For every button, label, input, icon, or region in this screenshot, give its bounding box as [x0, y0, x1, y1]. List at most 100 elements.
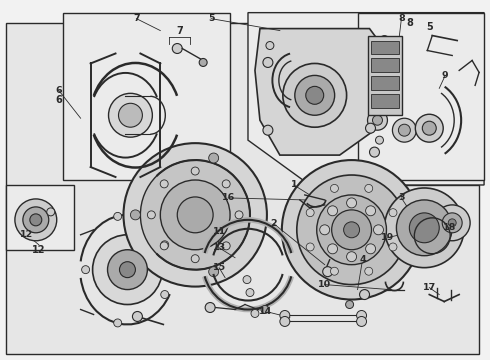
Circle shape [263, 58, 273, 67]
Circle shape [141, 160, 250, 270]
Circle shape [328, 206, 338, 216]
Circle shape [368, 110, 388, 130]
Circle shape [199, 58, 207, 67]
Circle shape [280, 316, 290, 327]
Text: 17: 17 [423, 283, 436, 292]
Bar [6, 185, 73, 250]
Text: 18: 18 [442, 223, 456, 232]
Circle shape [222, 242, 230, 250]
Text: 6: 6 [55, 95, 62, 105]
Polygon shape [248, 13, 484, 185]
Circle shape [205, 302, 215, 312]
Circle shape [161, 241, 169, 249]
Circle shape [442, 213, 462, 233]
Text: 13: 13 [213, 243, 226, 252]
Circle shape [297, 175, 406, 285]
Circle shape [416, 114, 443, 142]
Circle shape [120, 262, 135, 278]
Circle shape [47, 208, 55, 216]
Circle shape [306, 243, 314, 251]
Circle shape [282, 160, 421, 300]
Bar [358, 13, 484, 180]
Circle shape [306, 209, 314, 217]
Circle shape [357, 316, 367, 327]
Circle shape [346, 252, 357, 262]
Circle shape [343, 222, 360, 238]
Circle shape [263, 125, 273, 135]
Circle shape [266, 41, 274, 50]
Circle shape [209, 267, 219, 277]
Circle shape [360, 289, 369, 300]
Circle shape [379, 36, 390, 45]
Circle shape [346, 198, 357, 208]
Circle shape [330, 267, 339, 275]
Circle shape [160, 180, 230, 250]
Text: 19: 19 [381, 233, 394, 242]
Text: 11: 11 [213, 227, 226, 236]
Text: 8: 8 [398, 14, 405, 23]
Circle shape [323, 267, 333, 276]
Circle shape [107, 250, 147, 289]
Polygon shape [370, 41, 399, 54]
Polygon shape [368, 36, 402, 115]
Circle shape [280, 310, 290, 320]
Circle shape [365, 267, 373, 275]
Ellipse shape [15, 199, 57, 241]
Text: 8: 8 [406, 18, 413, 28]
Bar [63, 13, 230, 180]
Circle shape [82, 266, 90, 274]
Circle shape [251, 310, 259, 318]
Circle shape [365, 184, 373, 192]
Circle shape [372, 115, 383, 125]
Ellipse shape [30, 214, 42, 226]
Text: 12: 12 [20, 230, 33, 239]
Circle shape [108, 93, 152, 137]
Polygon shape [6, 23, 479, 354]
Circle shape [114, 319, 122, 327]
Circle shape [177, 197, 213, 233]
Circle shape [366, 206, 376, 216]
Text: 7: 7 [176, 26, 183, 36]
Text: 12: 12 [32, 245, 46, 255]
Circle shape [385, 188, 464, 268]
Text: 7: 7 [133, 14, 140, 23]
Circle shape [330, 184, 339, 192]
Circle shape [328, 244, 338, 254]
Circle shape [306, 86, 324, 104]
Circle shape [93, 235, 162, 305]
Circle shape [243, 276, 251, 284]
Polygon shape [370, 58, 399, 72]
Text: 5: 5 [426, 22, 433, 32]
Circle shape [172, 44, 182, 54]
Circle shape [392, 118, 416, 142]
Circle shape [235, 211, 243, 219]
Circle shape [130, 210, 141, 220]
Circle shape [119, 103, 143, 127]
Circle shape [409, 213, 439, 243]
Text: 16: 16 [221, 193, 235, 202]
Text: 2: 2 [270, 219, 277, 228]
Circle shape [375, 136, 384, 144]
Circle shape [317, 195, 387, 265]
Circle shape [191, 167, 199, 175]
Text: 9: 9 [442, 71, 448, 80]
Circle shape [209, 153, 219, 163]
Text: 10: 10 [318, 280, 331, 289]
Circle shape [222, 180, 230, 188]
Polygon shape [370, 94, 399, 108]
Circle shape [396, 200, 452, 256]
Circle shape [123, 143, 267, 287]
Circle shape [448, 219, 456, 227]
Text: 5: 5 [208, 14, 215, 23]
Text: 15: 15 [213, 263, 226, 272]
Circle shape [261, 306, 269, 314]
Circle shape [369, 147, 379, 157]
Polygon shape [255, 28, 390, 155]
Circle shape [132, 311, 143, 321]
Circle shape [319, 225, 330, 235]
Circle shape [283, 63, 346, 127]
Circle shape [160, 180, 168, 188]
Circle shape [434, 205, 470, 241]
Circle shape [366, 123, 375, 133]
Circle shape [147, 211, 155, 219]
